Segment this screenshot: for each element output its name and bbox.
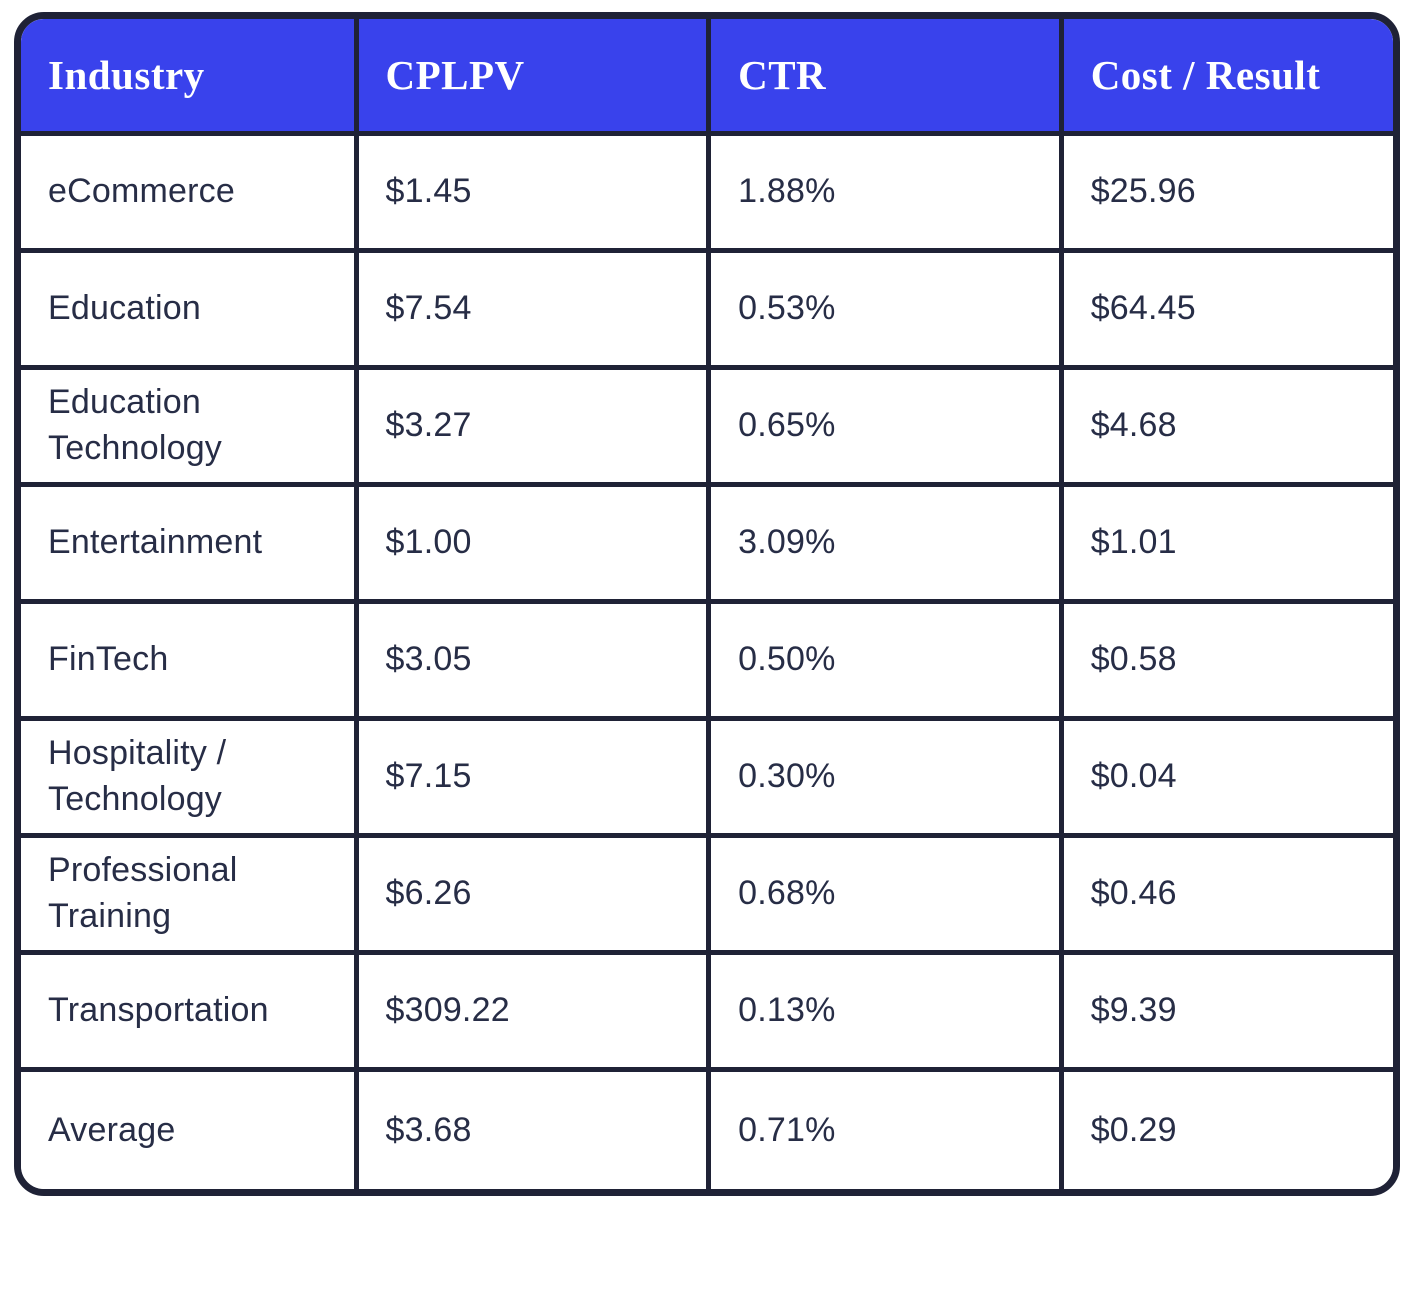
industry-cell: Education Technology	[21, 370, 359, 487]
industry-cell: eCommerce	[21, 136, 359, 253]
cplpv-cell: $1.00	[358, 487, 712, 604]
cplpv-cell: $3.68	[358, 1072, 712, 1189]
cost-result-cell: $0.29	[1063, 1072, 1393, 1189]
header-row: Industry CPLPV CTR Cost / Result	[21, 19, 1393, 136]
industry-cell: FinTech	[21, 604, 359, 721]
cplpv-cell: $3.27	[358, 370, 712, 487]
table-row: Education $7.54 0.53% $64.45	[21, 253, 1393, 370]
cost-result-cell: $9.39	[1063, 955, 1393, 1072]
table-row: Average $3.68 0.71% $0.29	[21, 1072, 1393, 1189]
industry-metrics-table-container: Industry CPLPV CTR Cost / Result eCommer…	[14, 12, 1400, 1196]
cplpv-cell: $309.22	[358, 955, 712, 1072]
cost-result-cell: $4.68	[1063, 370, 1393, 487]
ctr-cell: 0.13%	[711, 955, 1064, 1072]
industry-metrics-table: Industry CPLPV CTR Cost / Result eCommer…	[21, 19, 1393, 1189]
ctr-cell: 0.65%	[711, 370, 1064, 487]
table-row: eCommerce $1.45 1.88% $25.96	[21, 136, 1393, 253]
cplpv-cell: $3.05	[358, 604, 712, 721]
table-row: Entertainment $1.00 3.09% $1.01	[21, 487, 1393, 604]
industry-cell: Education	[21, 253, 359, 370]
cost-result-cell: $25.96	[1063, 136, 1393, 253]
table-row: Professional Training $6.26 0.68% $0.46	[21, 838, 1393, 955]
header-cell-industry: Industry	[21, 19, 359, 136]
industry-cell: Average	[21, 1072, 359, 1189]
industry-cell: Entertainment	[21, 487, 359, 604]
ctr-cell: 0.71%	[711, 1072, 1064, 1189]
cost-result-cell: $1.01	[1063, 487, 1393, 604]
industry-cell: Hospitality / Technology	[21, 721, 359, 838]
cplpv-cell: $1.45	[358, 136, 712, 253]
industry-cell: Professional Training	[21, 838, 359, 955]
cplpv-cell: $7.15	[358, 721, 712, 838]
header-cell-cplpv: CPLPV	[358, 19, 712, 136]
table-row: Education Technology $3.27 0.65% $4.68	[21, 370, 1393, 487]
cplpv-cell: $7.54	[358, 253, 712, 370]
ctr-cell: 0.30%	[711, 721, 1064, 838]
cost-result-cell: $64.45	[1063, 253, 1393, 370]
ctr-cell: 1.88%	[711, 136, 1064, 253]
cost-result-cell: $0.04	[1063, 721, 1393, 838]
ctr-cell: 0.68%	[711, 838, 1064, 955]
industry-cell: Transportation	[21, 955, 359, 1072]
table-header: Industry CPLPV CTR Cost / Result	[21, 19, 1393, 136]
table-row: Transportation $309.22 0.13% $9.39	[21, 955, 1393, 1072]
cost-result-cell: $0.46	[1063, 838, 1393, 955]
cplpv-cell: $6.26	[358, 838, 712, 955]
table-body: eCommerce $1.45 1.88% $25.96 Education $…	[21, 136, 1393, 1189]
ctr-cell: 3.09%	[711, 487, 1064, 604]
table-row: Hospitality / Technology $7.15 0.30% $0.…	[21, 721, 1393, 838]
ctr-cell: 0.53%	[711, 253, 1064, 370]
table-row: FinTech $3.05 0.50% $0.58	[21, 604, 1393, 721]
header-cell-ctr: CTR	[711, 19, 1064, 136]
header-cell-cost-result: Cost / Result	[1063, 19, 1393, 136]
cost-result-cell: $0.58	[1063, 604, 1393, 721]
ctr-cell: 0.50%	[711, 604, 1064, 721]
